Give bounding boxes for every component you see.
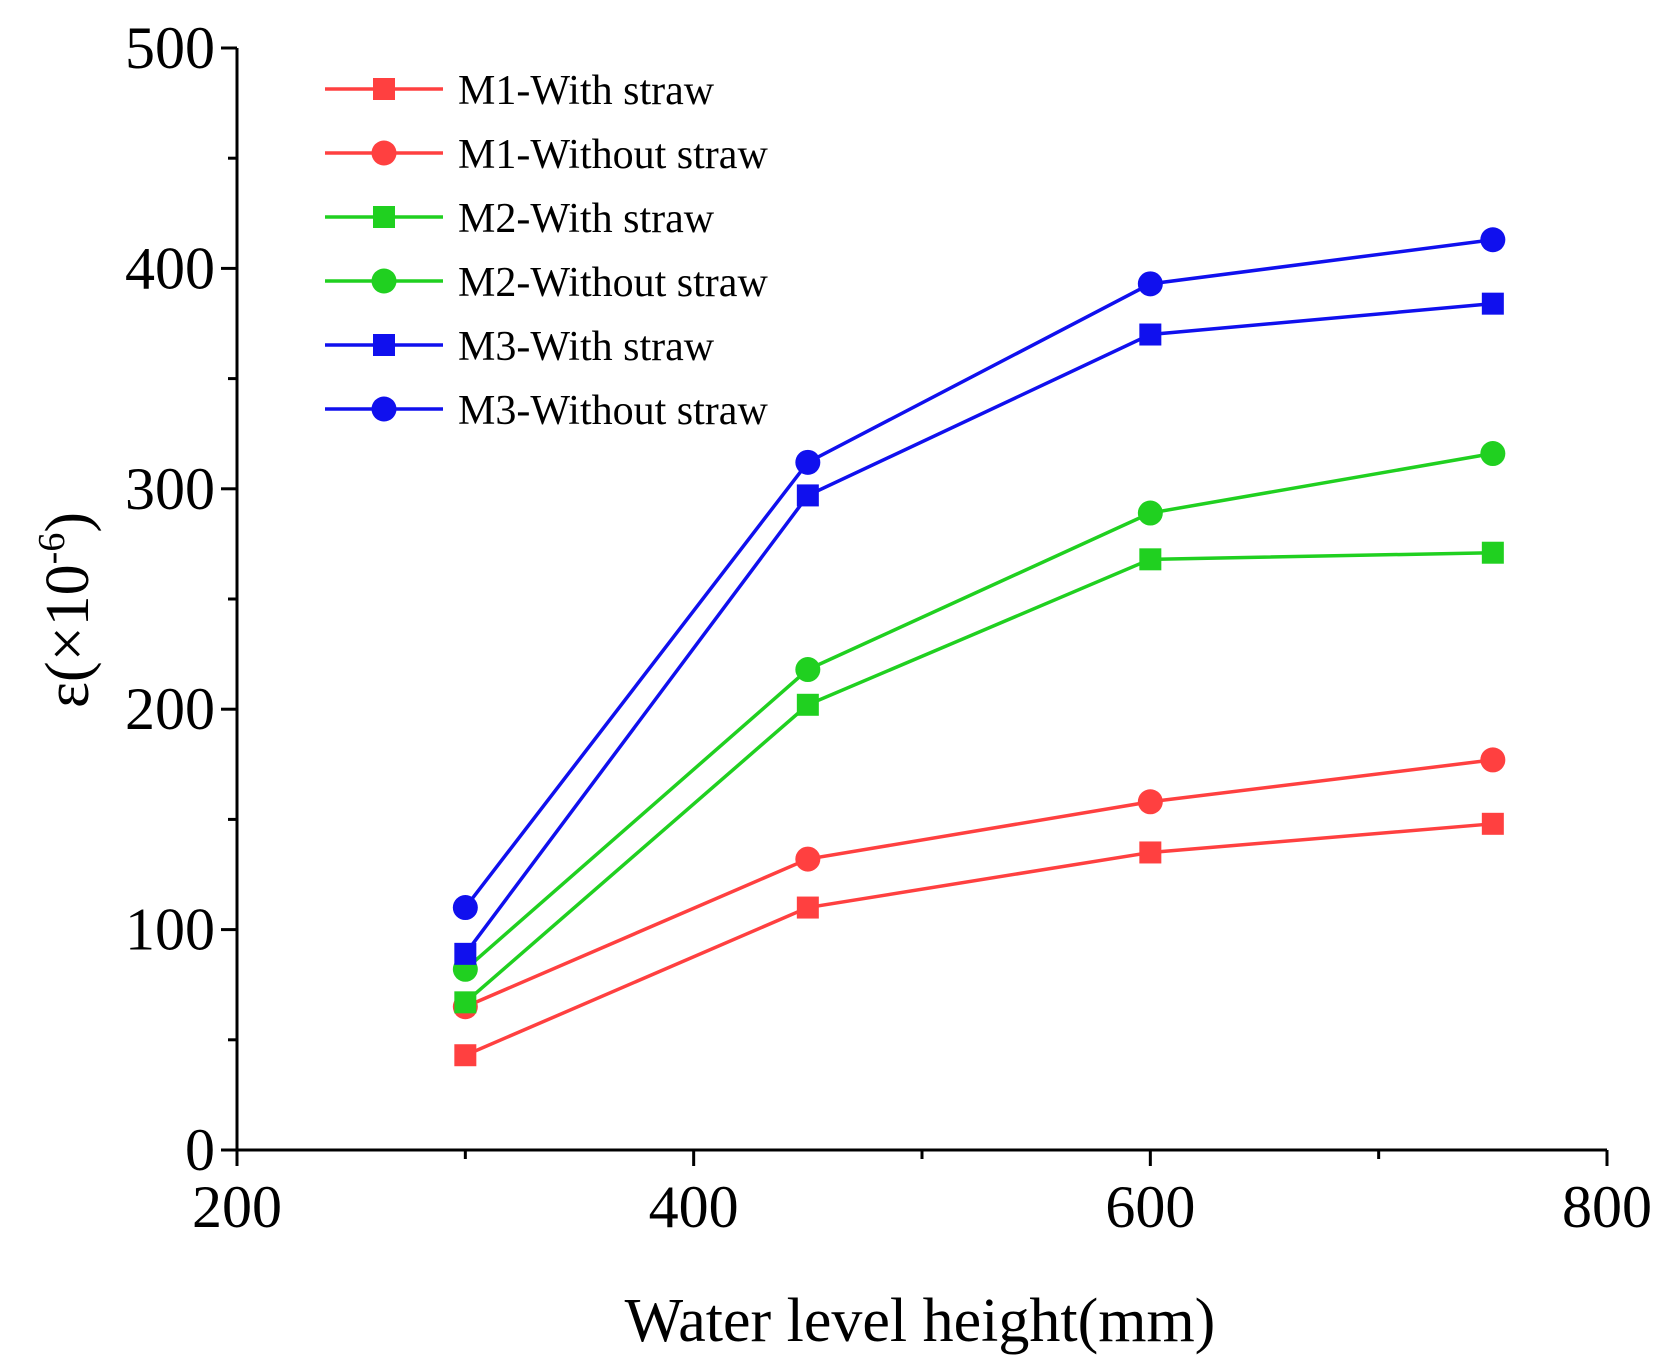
data-point (796, 693, 819, 716)
series-line (463, 238, 1494, 909)
x-tick-label: 400 (649, 1174, 739, 1240)
legend-item: M2-Without straw (325, 260, 768, 306)
series-line (464, 550, 1493, 1004)
data-point (1481, 812, 1504, 835)
data-point (454, 1044, 477, 1067)
legend-label: M2-With straw (458, 196, 715, 242)
data-point (1481, 292, 1504, 315)
x-tick-label: 600 (1105, 1174, 1195, 1240)
data-point (1480, 747, 1506, 773)
series-m3-without-straw (452, 227, 1506, 921)
data-point (795, 846, 821, 872)
data-point (795, 657, 821, 683)
legend-label: M3-Without straw (458, 388, 768, 434)
y-tick-label: 400 (125, 235, 215, 301)
series-line (464, 822, 1493, 1057)
series-m2-with-straw (454, 541, 1504, 1014)
y-tick-label: 300 (125, 456, 215, 522)
y-axis-title-exponent: -6 (31, 533, 73, 565)
legend-item: M3-With straw (325, 324, 715, 370)
legend-item: M2-With straw (325, 196, 715, 242)
legend-marker (373, 78, 395, 100)
series-line (464, 758, 1494, 1009)
x-tick-label: 200 (192, 1174, 282, 1240)
data-point (1137, 789, 1163, 815)
data-point (454, 991, 477, 1014)
y-tick-label: 0 (185, 1117, 215, 1183)
legend: M1-With straw M1-Without straw M2-With str… (325, 68, 768, 434)
data-point (796, 484, 819, 507)
data-point (1481, 541, 1504, 564)
series-line (464, 451, 1494, 971)
data-point (1139, 323, 1162, 346)
legend-label: M3-With straw (458, 324, 715, 370)
series-m3-with-straw (454, 292, 1504, 965)
legend-marker (371, 396, 397, 422)
data-point (1139, 548, 1162, 571)
x-axis-title: Water level height(mm) (625, 1287, 1216, 1355)
y-axis-title: ε(×10-6) (31, 512, 102, 708)
y-tick-label: 100 (125, 897, 215, 963)
legend-item: M1-With straw (325, 68, 715, 114)
y-axis-title-close: ) (34, 512, 102, 533)
y-tick-label: 200 (125, 676, 215, 742)
y-tick-label: 500 (125, 15, 215, 81)
legend-marker (371, 268, 397, 294)
series-m2-without-straw (452, 441, 1506, 982)
y-axis-title-base: ε(×10 (34, 564, 102, 708)
legend-label: M1-With straw (458, 68, 715, 114)
data-point (796, 896, 819, 919)
series-m1-without-straw (452, 747, 1506, 1020)
series-m1-with-straw (454, 812, 1504, 1067)
legend-label: M2-Without straw (458, 260, 768, 306)
legend-marker (371, 140, 397, 166)
data-point (1137, 500, 1163, 526)
legend-marker (373, 206, 395, 228)
legend-marker (373, 334, 395, 356)
series-layer (452, 227, 1506, 1067)
legend-item: M1-Without straw (325, 132, 768, 178)
legend-label: M1-Without straw (458, 132, 768, 178)
data-point (795, 449, 821, 475)
data-point (1480, 441, 1506, 467)
axes: 0 100 200 300 400 500 200 400 600 800 (125, 15, 1652, 1240)
series-line (463, 301, 1493, 955)
data-point (452, 895, 478, 921)
data-point (454, 942, 477, 965)
legend-item: M3-Without straw (325, 388, 768, 434)
data-point (1137, 271, 1163, 297)
x-tick-label: 800 (1562, 1174, 1652, 1240)
data-point (1139, 841, 1162, 864)
data-point (1480, 227, 1506, 253)
